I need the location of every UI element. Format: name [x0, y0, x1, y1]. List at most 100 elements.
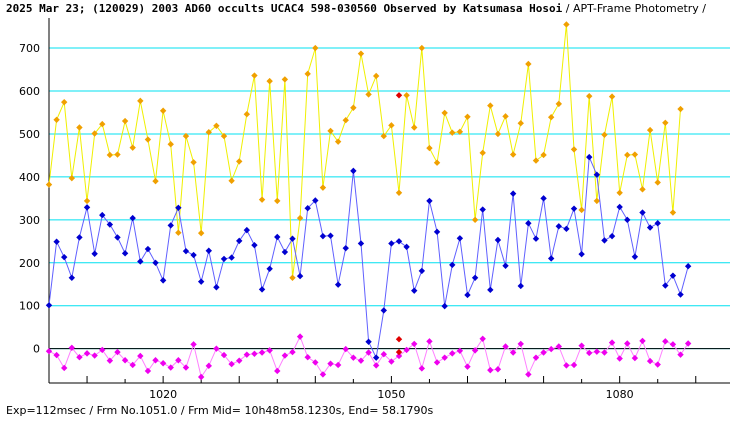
magenta-data-point	[251, 350, 258, 357]
magenta-data-point	[53, 351, 60, 359]
blue-data-point	[639, 209, 646, 216]
blue-data-point	[532, 235, 540, 242]
yellow-data-point	[182, 132, 190, 140]
yellow-data-point	[540, 151, 547, 159]
blue-data-point	[555, 223, 562, 230]
blue-data-point	[464, 291, 471, 299]
magenta-data-point	[471, 347, 479, 354]
blue-data-point	[281, 248, 289, 256]
magenta-data-point	[76, 354, 83, 361]
series-layer	[45, 21, 692, 381]
magenta-data-point	[357, 357, 365, 364]
yellow-data-point	[471, 216, 479, 224]
yellow-data-point	[274, 197, 281, 205]
x-tick-label: 1080	[606, 388, 634, 401]
blue-data-point	[236, 237, 243, 245]
magenta-data-point	[213, 345, 220, 352]
yellow-data-point	[213, 122, 220, 129]
blue-data-point	[616, 203, 623, 211]
blue-data-point	[684, 263, 692, 270]
magenta-data-point	[68, 344, 76, 351]
magenta-data-point	[228, 360, 235, 368]
magenta-data-point	[319, 371, 327, 378]
blue-data-point	[83, 204, 91, 211]
magenta-data-point	[258, 349, 266, 356]
magenta-data-point	[159, 360, 167, 367]
yellow-data-point	[563, 21, 570, 28]
blue-data-point	[159, 277, 167, 284]
magenta-data-point	[236, 357, 243, 364]
magenta-data-point	[45, 348, 53, 355]
blue-data-point	[646, 224, 654, 231]
blue-data-point	[433, 228, 441, 236]
magenta-data-point	[312, 359, 319, 366]
magenta-data-point	[129, 361, 136, 369]
blue-series-line	[48, 156, 689, 360]
blue-data-point	[388, 240, 395, 247]
blue-data-point	[205, 247, 212, 254]
yellow-data-point	[152, 177, 159, 185]
yellow-data-point	[350, 104, 357, 111]
blue-data-point	[426, 197, 433, 205]
blue-data-point	[669, 272, 677, 279]
magenta-data-point	[662, 338, 669, 345]
blue-data-point	[114, 234, 121, 241]
y-tick-label: 400	[19, 171, 40, 184]
yellow-data-point	[662, 119, 669, 126]
magenta-data-point	[403, 346, 410, 354]
magenta-data-point	[61, 364, 68, 372]
yellow-data-point	[99, 120, 106, 128]
yellow-data-point	[593, 197, 601, 205]
yellow-data-point	[631, 151, 639, 158]
magenta-data-point	[327, 360, 334, 367]
yellow-data-point	[555, 100, 562, 108]
magenta-data-point	[639, 337, 646, 345]
yellow-data-point	[251, 72, 258, 79]
blue-data-point	[449, 261, 456, 269]
magenta-data-point	[274, 367, 281, 375]
yellow-data-point	[121, 117, 129, 125]
yellow-data-point	[159, 107, 167, 114]
yellow-data-point	[547, 113, 555, 121]
blue-data-point	[251, 241, 258, 249]
blue-data-point	[45, 302, 53, 309]
blue-data-point	[312, 197, 319, 204]
axis-layer: 0 100 200 300 400 500 600 700 1020 1050 1080	[19, 18, 730, 401]
magenta-data-point	[182, 364, 190, 371]
magenta-data-point	[654, 361, 661, 368]
yellow-data-point	[236, 158, 243, 165]
yellow-data-point	[53, 116, 60, 123]
chart-title-main: 2025 Mar 23; (120029) 2003 AD60 occults …	[6, 2, 563, 15]
magenta-data-point	[479, 335, 486, 342]
yellow-data-point	[137, 97, 144, 105]
magenta-data-point	[525, 371, 532, 378]
yellow-data-point	[601, 131, 608, 138]
yellow-data-point	[654, 179, 661, 186]
blue-data-point	[677, 291, 684, 298]
blue-data-point	[137, 258, 144, 265]
magenta-data-point	[593, 348, 601, 355]
yellow-data-point	[677, 105, 684, 113]
blue-data-point	[197, 278, 205, 285]
blue-data-point	[471, 274, 479, 281]
y-tick-label: 300	[19, 214, 40, 227]
magenta-data-point	[91, 352, 98, 359]
yellow-data-point	[639, 186, 646, 193]
yellow-data-point	[167, 141, 174, 148]
yellow-data-point	[426, 144, 433, 152]
blue-data-point	[517, 282, 524, 290]
magenta-data-point	[487, 366, 494, 374]
yellow-data-point	[334, 138, 342, 145]
magenta-data-point	[266, 347, 273, 354]
blue-data-point	[296, 272, 304, 280]
blue-data-point	[289, 235, 296, 242]
blue-data-point	[547, 255, 555, 262]
magenta-data-point	[578, 342, 585, 349]
yellow-data-point	[144, 136, 152, 143]
yellow-data-point	[357, 50, 365, 57]
magenta-data-point	[608, 339, 616, 346]
blue-data-point	[441, 302, 448, 310]
magenta-data-point	[433, 359, 441, 366]
blue-data-point	[190, 251, 197, 259]
